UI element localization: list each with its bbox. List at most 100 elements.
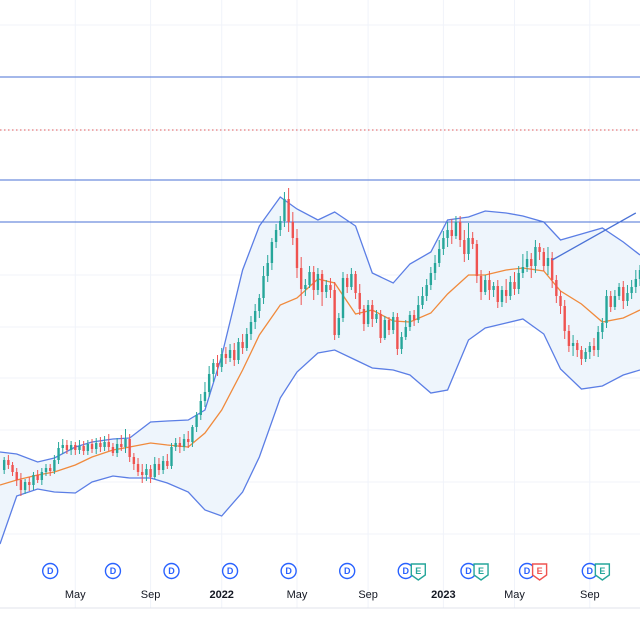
dividend-marker-4 [280,562,297,580]
candle-body-84 [354,274,357,293]
candle-body-119 [500,290,504,302]
candle-body-150 [630,287,633,293]
candle-body-147 [617,287,621,296]
dividend-marker-label-2: D [168,566,175,576]
candle-body-87 [366,305,370,324]
candle-body-137 [576,343,579,350]
candle-body-39 [166,461,169,466]
candle-body-141 [592,346,596,350]
candle-body-8 [36,475,39,480]
candle-body-23 [99,443,102,447]
candle-body-13 [57,448,60,460]
candle-body-151 [634,279,638,287]
candle-body-129 [542,252,545,266]
dividend-marker-label-12: D [587,566,594,576]
candle-body-72 [304,285,307,289]
trendline-segment [551,212,637,261]
earnings-marker-label-9: E [478,566,484,576]
candle-body-31 [132,457,136,464]
candle-body-17 [74,445,77,450]
candle-body-145 [609,296,612,307]
x-tick-label-7: Sep [580,589,600,601]
candle-body-71 [299,268,303,289]
x-tick-label-6: May [504,589,525,601]
candle-body-35 [149,469,152,477]
candle-body-134 [563,306,566,331]
candle-body-42 [178,443,182,447]
candle-body-21 [90,444,94,449]
candle-body-45 [191,427,194,442]
candle-body-146 [613,296,617,307]
candle-body-96 [404,327,407,337]
candle-body-135 [567,331,571,346]
candle-body-20 [86,444,90,451]
candle-body-114 [479,276,483,292]
candle-body-140 [588,346,592,352]
candle-body-22 [95,443,98,449]
candle-body-117 [492,286,495,290]
candle-body-94 [396,317,399,349]
candle-body-107 [450,230,453,236]
candle-body-18 [78,446,81,450]
candle-body-126 [530,259,533,266]
earnings-marker-9 [473,563,489,581]
candle-body-11 [48,468,52,471]
candle-body-60 [253,311,257,322]
horizontal-levels [0,76,640,223]
candle-body-76 [320,274,324,292]
candle-body-66 [279,221,282,230]
candle-body-30 [128,439,131,457]
candle-body-86 [362,309,366,324]
candle-body-54 [228,350,232,358]
dividend-marker-label-1: D [110,566,117,576]
candle-body-32 [136,464,140,472]
dividend-marker-label-5: D [344,566,351,576]
candle-body-103 [433,263,437,273]
candle-body-142 [596,332,600,350]
candle-body-44 [187,439,190,442]
candle-body-111 [467,238,470,254]
candle-body-118 [496,286,499,302]
candle-body-34 [145,469,148,475]
candle-body-3 [15,472,18,480]
candle-body-0 [2,460,6,470]
candle-body-85 [358,293,361,309]
x-tick-label-1: Sep [141,589,161,601]
candle-body-131 [550,258,554,280]
dividend-marker-5 [338,562,356,580]
candle-body-57 [241,342,244,348]
dividend-marker-label-10: D [524,566,531,576]
earnings-marker-label-11: E [537,566,543,576]
candle-body-120 [504,290,508,296]
earnings-marker-13 [594,563,611,581]
candle-body-101 [425,285,428,296]
candle-body-7 [32,475,35,485]
bollinger-lower-line [0,318,640,545]
candle-body-40 [170,447,173,466]
candle-body-112 [471,238,474,244]
dividend-marker-3 [221,562,239,580]
candle-body-128 [538,247,541,252]
dividend-marker-label-6: D [403,566,410,576]
candle-body-56 [237,342,240,360]
candle-body-58 [245,334,248,348]
candle-body-100 [421,296,424,305]
candle-body-99 [417,305,420,320]
candle-body-67 [283,199,286,221]
candle-body-108 [454,222,458,236]
candle-body-69 [291,222,295,238]
candle-body-26 [111,447,115,453]
candle-body-79 [333,290,336,335]
candle-body-130 [546,258,550,266]
candle-body-115 [484,280,487,292]
x-tick-label-0: May [65,589,86,601]
candle-body-80 [337,318,341,335]
candle-body-6 [28,482,31,485]
candle-body-5 [23,482,27,490]
candle-body-78 [329,285,332,290]
candle-body-93 [392,317,395,330]
candle-body-68 [287,199,290,222]
candle-body-70 [295,238,299,268]
